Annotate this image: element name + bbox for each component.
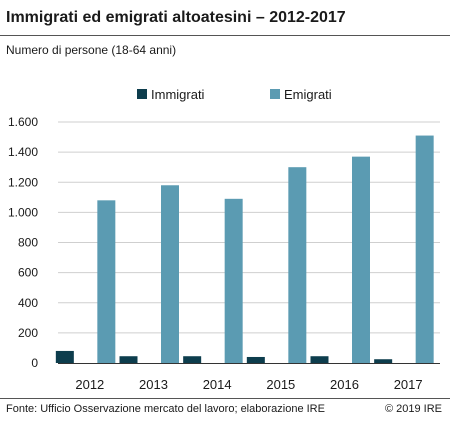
bar-emigrati-2015 — [288, 167, 307, 363]
bar-marks — [55, 135, 434, 363]
x-tick-label: 2015 — [266, 377, 295, 392]
bar-immigrati-2013 — [119, 356, 138, 363]
bar-immigrati-2014 — [183, 356, 202, 363]
y-tick-label: 1.600 — [8, 115, 38, 129]
bar-immigrati-2017 — [374, 359, 393, 363]
y-tick-label: 400 — [18, 296, 38, 310]
title-divider — [0, 35, 450, 36]
copyright-note: © 2019 IRE — [384, 403, 442, 415]
bar-chart: Immigrati Emigrati 0 200 400 600 800 1.000 1.20… — [8, 87, 440, 392]
bar-immigrati-2016 — [310, 356, 329, 363]
legend-label-emigrati: Emigrati — [284, 87, 332, 102]
footer-divider — [0, 398, 450, 399]
y-tick-label: 1.400 — [8, 145, 38, 159]
y-tick-label: 200 — [18, 326, 38, 340]
source-note: Fonte: Ufficio Osservazione mercato del … — [6, 403, 325, 415]
y-tick-label: 1.200 — [8, 175, 38, 189]
legend-swatch-emigrati — [270, 89, 280, 99]
x-tick-label: 2014 — [203, 377, 232, 392]
y-axis: 0 200 400 600 800 1.000 1.200 1.400 1.600 — [8, 115, 38, 370]
bar-immigrati-2015 — [246, 356, 265, 363]
bar-emigrati-2013 — [161, 185, 179, 363]
legend-swatch-immigrati — [137, 89, 147, 99]
bar-immigrati-2012 — [55, 350, 74, 363]
bar-emigrati-2016 — [352, 156, 370, 363]
chart-title: Immigrati ed emigrati altoatesini – 2012… — [6, 9, 346, 26]
bar-emigrati-2014 — [224, 198, 243, 363]
y-tick-label: 800 — [18, 236, 38, 250]
bar-emigrati-2012 — [97, 200, 116, 363]
gridlines — [58, 121, 440, 334]
x-tick-label: 2013 — [139, 377, 168, 392]
x-tick-label: 2016 — [330, 377, 359, 392]
y-tick-label: 0 — [31, 356, 38, 370]
y-tick-label: 1.000 — [8, 205, 38, 219]
x-tick-label: 2012 — [75, 377, 104, 392]
bar-emigrati-2017 — [415, 135, 434, 363]
y-tick-label: 600 — [18, 266, 38, 280]
chart-legend: Immigrati Emigrati — [137, 87, 332, 102]
chart-subtitle: Numero di persone (18-64 anni) — [6, 43, 177, 57]
x-axis: 2012 2013 2014 2015 2016 2017 — [58, 363, 440, 392]
legend-label-immigrati: Immigrati — [151, 87, 205, 102]
x-tick-label: 2017 — [394, 377, 423, 392]
